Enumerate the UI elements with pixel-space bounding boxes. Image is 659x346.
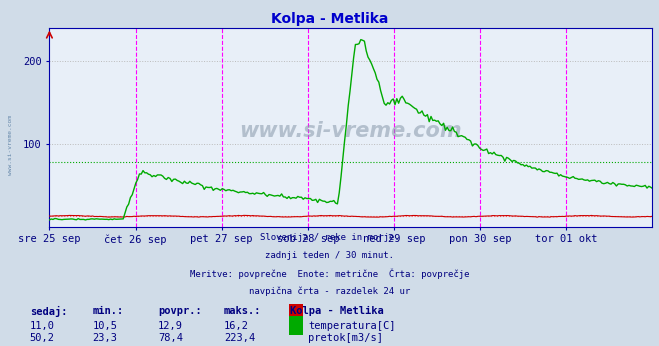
Text: maks.:: maks.:: [224, 306, 262, 316]
Text: Meritve: povprečne  Enote: metrične  Črta: povprečje: Meritve: povprečne Enote: metrične Črta:…: [190, 268, 469, 279]
Text: zadnji teden / 30 minut.: zadnji teden / 30 minut.: [265, 251, 394, 260]
Text: www.si-vreme.com: www.si-vreme.com: [8, 115, 13, 175]
Text: 50,2: 50,2: [30, 333, 55, 343]
Text: www.si-vreme.com: www.si-vreme.com: [240, 121, 462, 141]
Text: 10,5: 10,5: [92, 321, 117, 331]
Text: sedaj:: sedaj:: [30, 306, 67, 317]
Text: Kolpa - Metlika: Kolpa - Metlika: [271, 12, 388, 26]
Text: pretok[m3/s]: pretok[m3/s]: [308, 333, 384, 343]
Text: temperatura[C]: temperatura[C]: [308, 321, 396, 331]
Text: 11,0: 11,0: [30, 321, 55, 331]
Text: 23,3: 23,3: [92, 333, 117, 343]
Text: navpična črta - razdelek 24 ur: navpična črta - razdelek 24 ur: [249, 286, 410, 296]
Text: 12,9: 12,9: [158, 321, 183, 331]
Text: Kolpa - Metlika: Kolpa - Metlika: [290, 306, 384, 316]
Text: povpr.:: povpr.:: [158, 306, 202, 316]
Text: 78,4: 78,4: [158, 333, 183, 343]
Text: 223,4: 223,4: [224, 333, 255, 343]
Text: Slovenija / reke in morje.: Slovenija / reke in morje.: [260, 233, 399, 242]
Text: min.:: min.:: [92, 306, 123, 316]
Text: 16,2: 16,2: [224, 321, 249, 331]
